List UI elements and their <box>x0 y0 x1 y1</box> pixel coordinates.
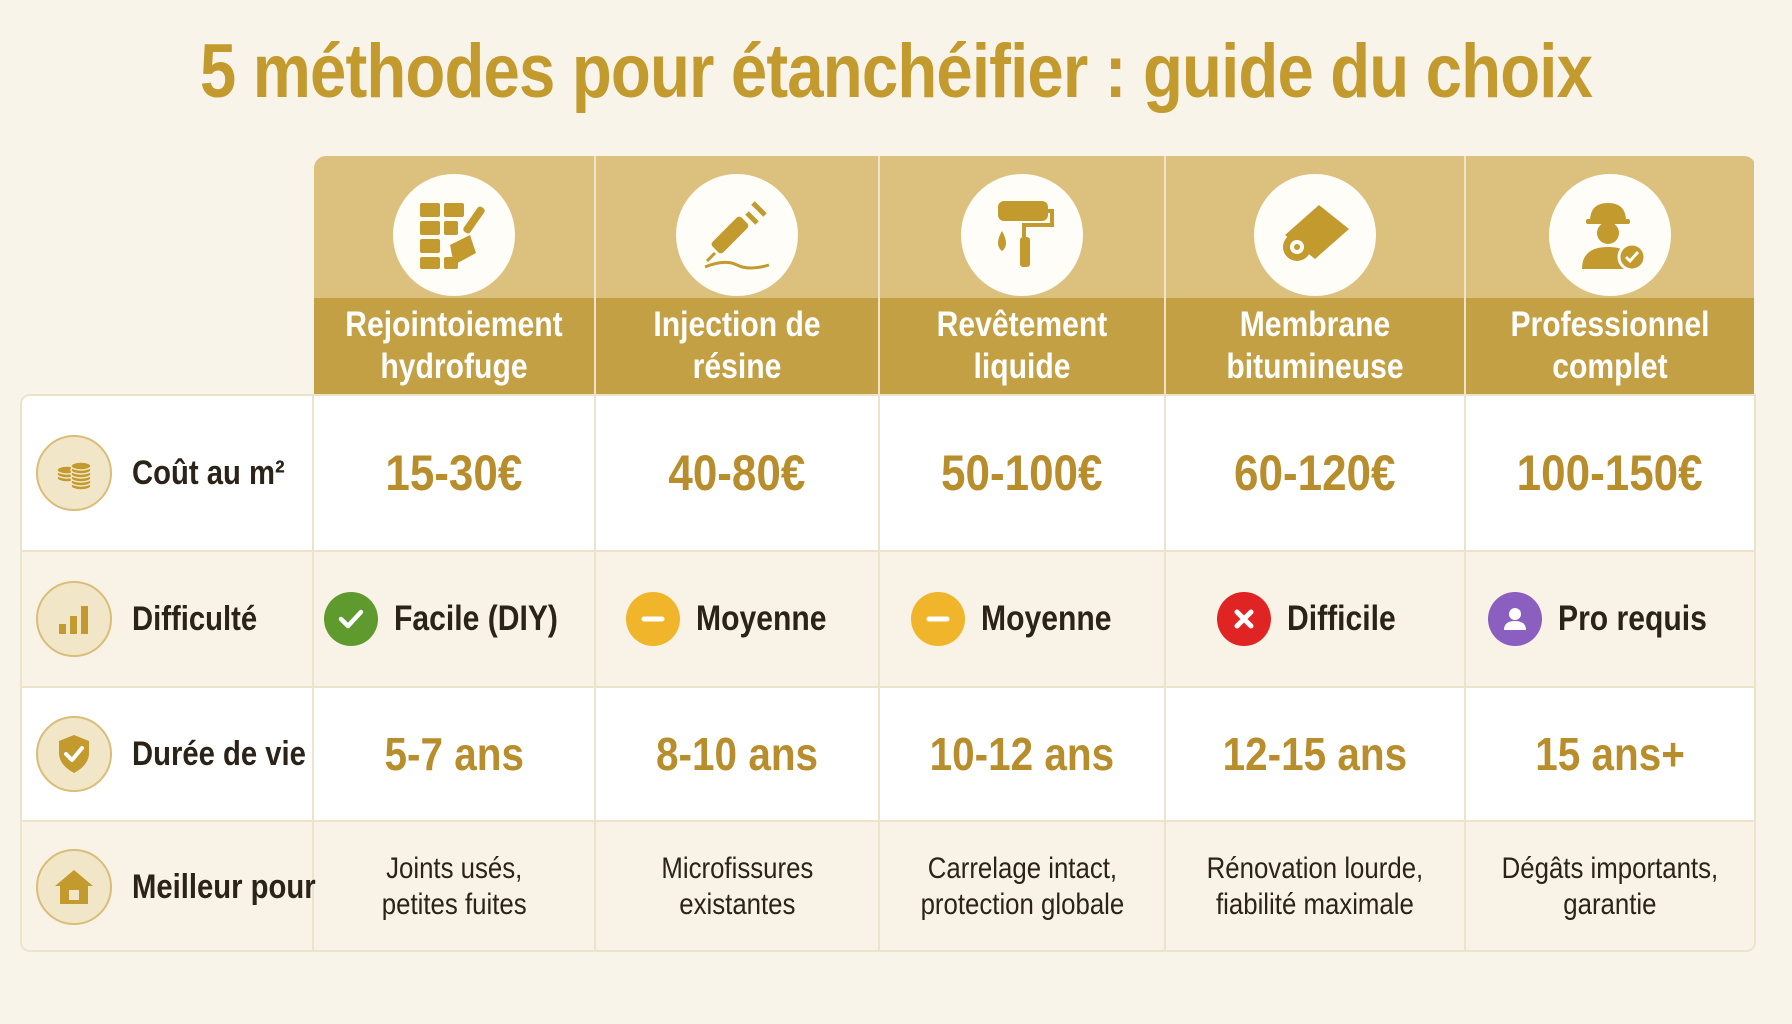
user-icon <box>1504 608 1527 630</box>
row-label: Coût au m² <box>132 453 285 492</box>
method-label: Membrane bitumineuse <box>1226 305 1404 386</box>
syringe-icon <box>704 201 770 270</box>
column-header-membrane: Membrane bitumineuse <box>1166 156 1466 394</box>
row-header-cost: Coût au m² <box>22 396 314 550</box>
professional-worker-icon <box>1582 203 1647 272</box>
cost-value: 15-30€ <box>385 445 523 501</box>
check-icon <box>338 609 363 629</box>
difficulty-value: Facile (DIY) <box>393 599 558 638</box>
row-label: Difficulté <box>132 599 258 638</box>
row-header-difficulty: Difficulté <box>22 552 314 686</box>
cost-value: 100-150€ <box>1517 445 1703 501</box>
method-label: Rejointoiement hydrofuge <box>345 305 563 386</box>
cost-value: 40-80€ <box>668 445 806 501</box>
difficulty-value: Difficile <box>1286 599 1396 638</box>
row-label: Meilleur pour <box>132 867 316 906</box>
difficulty-value: Moyenne <box>696 599 827 638</box>
lifespan-value: 8-10 ans <box>655 728 819 780</box>
table-body: Coût au m² 15-30€ 40-80€ 50-100€ 60-120€… <box>20 394 1756 952</box>
difficulty-value: Pro requis <box>1558 599 1708 638</box>
method-label: Professionnel complet <box>1510 305 1710 386</box>
method-label: Revêtement liquide <box>936 305 1108 386</box>
column-header-professionnel: Professionnel complet <box>1466 156 1754 394</box>
best-for-value: Dégâts importants, garantie <box>1501 852 1719 921</box>
minus-icon <box>926 616 950 622</box>
column-header-rejointoiement: Rejointoiement hydrofuge <box>314 156 596 394</box>
table-row-best-for: Meilleur pour Joints usés, petites fuite… <box>22 822 1754 950</box>
page-title: 5 méthodes pour étanchéifier : guide du … <box>199 29 1593 114</box>
best-for-value: Joints usés, petites fuites <box>381 852 527 921</box>
tile-trowel-icon <box>420 203 485 269</box>
membrane-roll-icon <box>1283 205 1349 261</box>
row-header-lifespan: Durée de vie <box>22 688 314 820</box>
column-header-injection: Injection de résine <box>596 156 880 394</box>
row-label: Durée de vie <box>132 734 306 773</box>
method-label: Injection de résine <box>653 305 821 386</box>
table-header: Rejointoiement hydrofuge Injection de ré… <box>314 156 1756 394</box>
best-for-value: Carrelage intact, protection globale <box>920 852 1124 921</box>
best-for-value: Microfissures existantes <box>661 852 813 921</box>
table-row-lifespan: Durée de vie 5-7 ans 8-10 ans 10-12 ans … <box>22 688 1754 822</box>
comparison-table: Rejointoiement hydrofuge Injection de ré… <box>20 156 1756 952</box>
coins-icon <box>56 461 92 491</box>
row-header-best-for: Meilleur pour <box>22 822 316 950</box>
table-row-difficulty: Difficulté Facile (DIY) Moyenne <box>22 552 1754 688</box>
difficulty-value: Moyenne <box>981 599 1112 638</box>
minus-icon <box>641 616 665 622</box>
bar-chart-icon <box>59 606 88 634</box>
lifespan-value: 10-12 ans <box>929 728 1115 780</box>
paint-roller-icon <box>998 201 1054 267</box>
table-row-cost: Coût au m² 15-30€ 40-80€ 50-100€ 60-120€… <box>22 396 1754 552</box>
cost-value: 60-120€ <box>1234 445 1396 501</box>
shield-check-icon <box>59 735 89 773</box>
cross-icon <box>1234 609 1254 629</box>
best-for-value: Rénovation lourde, fiabilité maximale <box>1206 852 1424 921</box>
lifespan-value: 12-15 ans <box>1222 728 1408 780</box>
house-icon <box>55 870 93 904</box>
lifespan-value: 5-7 ans <box>384 728 524 780</box>
cost-value: 50-100€ <box>941 445 1103 501</box>
lifespan-value: 15 ans+ <box>1535 728 1685 780</box>
column-header-revetement: Revêtement liquide <box>880 156 1166 394</box>
